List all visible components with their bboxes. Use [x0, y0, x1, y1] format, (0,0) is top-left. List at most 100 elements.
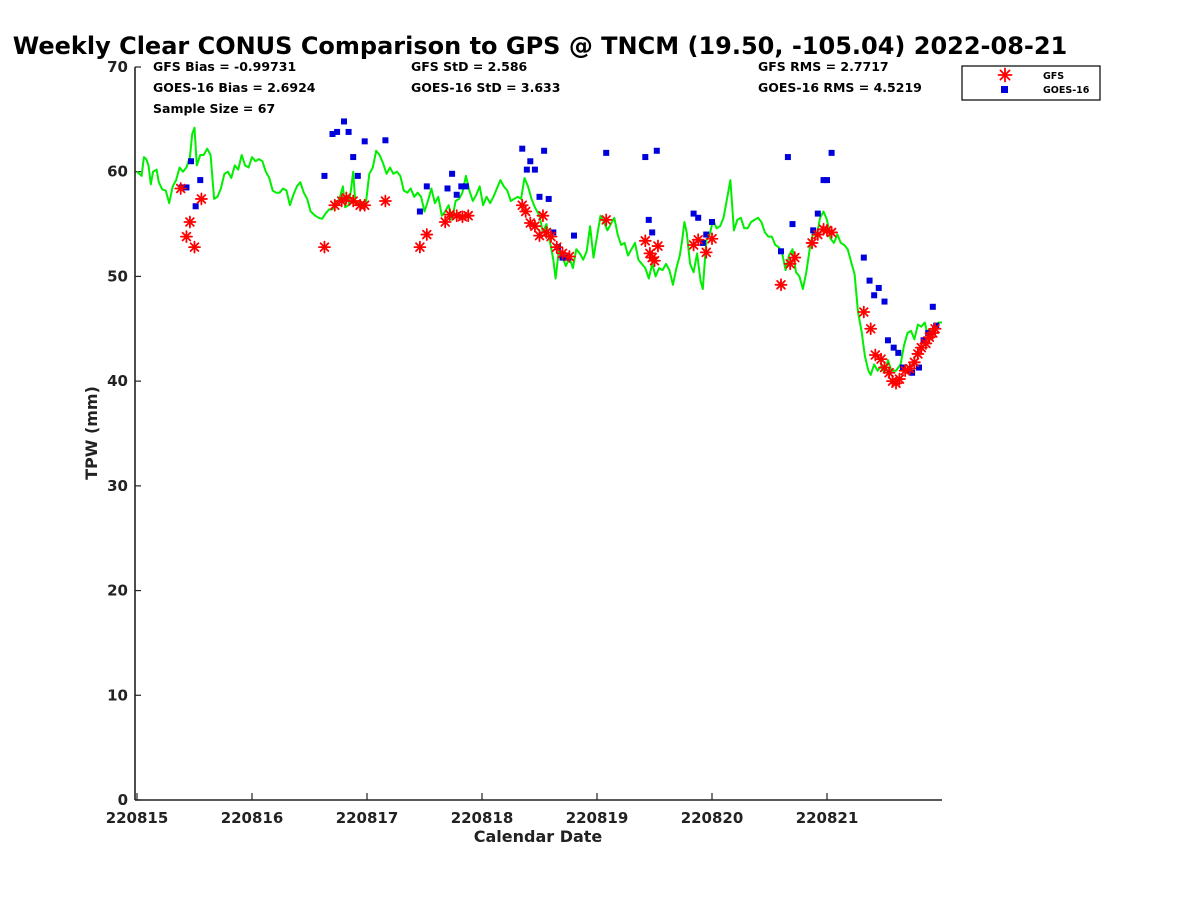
gfs-bias-stat: GFS Bias = -0.99731 — [153, 59, 296, 74]
goes-16-point — [536, 193, 543, 200]
gfs-point — [648, 254, 661, 268]
x-tick-label: 220817 — [336, 809, 399, 827]
goes-16-point — [197, 177, 204, 184]
x-tick-label: 220821 — [796, 809, 859, 827]
goes-16-point — [541, 147, 548, 154]
goes-16-points-layer — [178, 118, 940, 376]
goes-16-point — [690, 210, 697, 217]
y-tick-label: 70 — [107, 58, 128, 76]
goes-16-point — [778, 248, 784, 255]
gfs-point — [908, 355, 921, 369]
gfs-point — [864, 322, 878, 336]
x-tick-label: 220819 — [566, 809, 629, 827]
goes-16-point — [183, 184, 190, 191]
goes-16-point — [453, 191, 460, 198]
goes-16-point — [642, 154, 649, 161]
goes-16-point — [789, 221, 796, 228]
goes-bias-stat: GOES-16 Bias = 2.6924 — [153, 80, 316, 95]
gps-line-layer — [136, 126, 942, 376]
x-axis-ticks: 220815 220816 220817 220818 220819 220820 2208… — [106, 793, 859, 827]
goes-16-point — [890, 344, 897, 351]
legend-gfs-asterisk — [997, 67, 1013, 83]
gfs-std-stat: GFS StD = 2.586 — [411, 59, 528, 74]
legend-box — [961, 65, 1101, 101]
gfs-point — [928, 322, 942, 336]
gfs-point — [563, 250, 576, 263]
axes — [134, 67, 942, 801]
legend-gfs-label: GFS — [1043, 71, 1064, 82]
goes-rms-stat: GOES-16 RMS = 4.5219 — [758, 80, 922, 95]
gfs-point — [378, 194, 392, 208]
goes-16-point — [571, 232, 577, 239]
goes-16-point — [860, 254, 867, 261]
goes-16-point — [871, 292, 878, 299]
gfs-point — [194, 192, 208, 206]
goes-16-point — [550, 229, 557, 236]
goes-16-point — [645, 216, 652, 223]
goes-16-point — [329, 131, 336, 138]
x-tick-label: 220815 — [106, 809, 169, 827]
goes-16-point — [382, 137, 389, 144]
gfs-point — [811, 228, 825, 241]
gfs-point — [318, 240, 331, 254]
goes-16-point — [341, 118, 347, 125]
y-axis-label: TPW (mm) — [82, 386, 101, 480]
gfs-point — [825, 226, 838, 239]
goes-16-point — [527, 158, 534, 165]
sample-size-stat: Sample Size = 67 — [153, 101, 275, 116]
gfs-point — [358, 198, 372, 212]
goes-16-point — [653, 147, 660, 154]
goes-16-point — [709, 218, 715, 225]
legend-goes-label: GOES-16 — [1043, 85, 1090, 96]
legend-gfs-marker — [997, 67, 1013, 83]
gfs-point — [180, 230, 193, 244]
goes-16-point — [416, 208, 423, 215]
gfs-point — [599, 213, 613, 227]
goes-16-point — [866, 277, 873, 284]
gfs-point — [705, 232, 719, 246]
goes-16-point — [423, 183, 430, 190]
gfs-point — [183, 215, 197, 229]
goes-16-point — [828, 149, 835, 156]
goes-16-point — [449, 170, 456, 177]
gfs-point — [882, 366, 896, 380]
goes-16-point — [916, 364, 922, 371]
goes-16-point — [784, 154, 791, 161]
goes-16-point — [192, 203, 199, 210]
gfs-point — [874, 352, 888, 366]
chart-title: Weekly Clear CONUS Comparison to GPS @ T… — [13, 32, 1068, 60]
gfs-point — [188, 240, 201, 254]
gfs-point — [788, 251, 802, 264]
x-tick-label: 220816 — [221, 809, 284, 827]
goes-16-point — [523, 166, 530, 173]
gfs-point — [893, 372, 906, 386]
gfs-point — [519, 205, 533, 218]
goes-16-point — [188, 158, 195, 165]
y-tick-label: 10 — [107, 686, 128, 704]
goes-16-point — [545, 195, 552, 202]
gfs-point — [536, 209, 550, 223]
goes-16-point — [909, 369, 916, 376]
goes-16-point — [881, 298, 888, 305]
goes-16-point — [933, 322, 940, 329]
y-tick-label: 0 — [118, 791, 128, 809]
gfs-point — [461, 209, 475, 223]
goes-16-point — [444, 185, 451, 192]
y-tick-label: 60 — [107, 163, 128, 181]
gfs-point — [699, 245, 713, 259]
y-axis-ticks: 0 10 20 30 40 50 60 70 — [107, 58, 141, 809]
gfs-point — [903, 362, 917, 375]
gfs-point — [528, 219, 542, 233]
y-tick-label: 30 — [107, 477, 128, 495]
goes-16-point — [703, 231, 710, 238]
goes-16-point — [350, 154, 357, 161]
goes-16-point — [458, 183, 465, 190]
gfs-point — [691, 233, 705, 247]
goes-std-stat: GOES-16 StD = 3.633 — [411, 80, 560, 95]
gfs-point — [420, 228, 434, 241]
goes-16-point — [814, 210, 821, 217]
goes-16-point — [519, 145, 526, 152]
gfs-point — [544, 230, 558, 244]
gps-tpw-line — [136, 126, 942, 376]
x-axis-label: Calendar Date — [474, 827, 603, 846]
